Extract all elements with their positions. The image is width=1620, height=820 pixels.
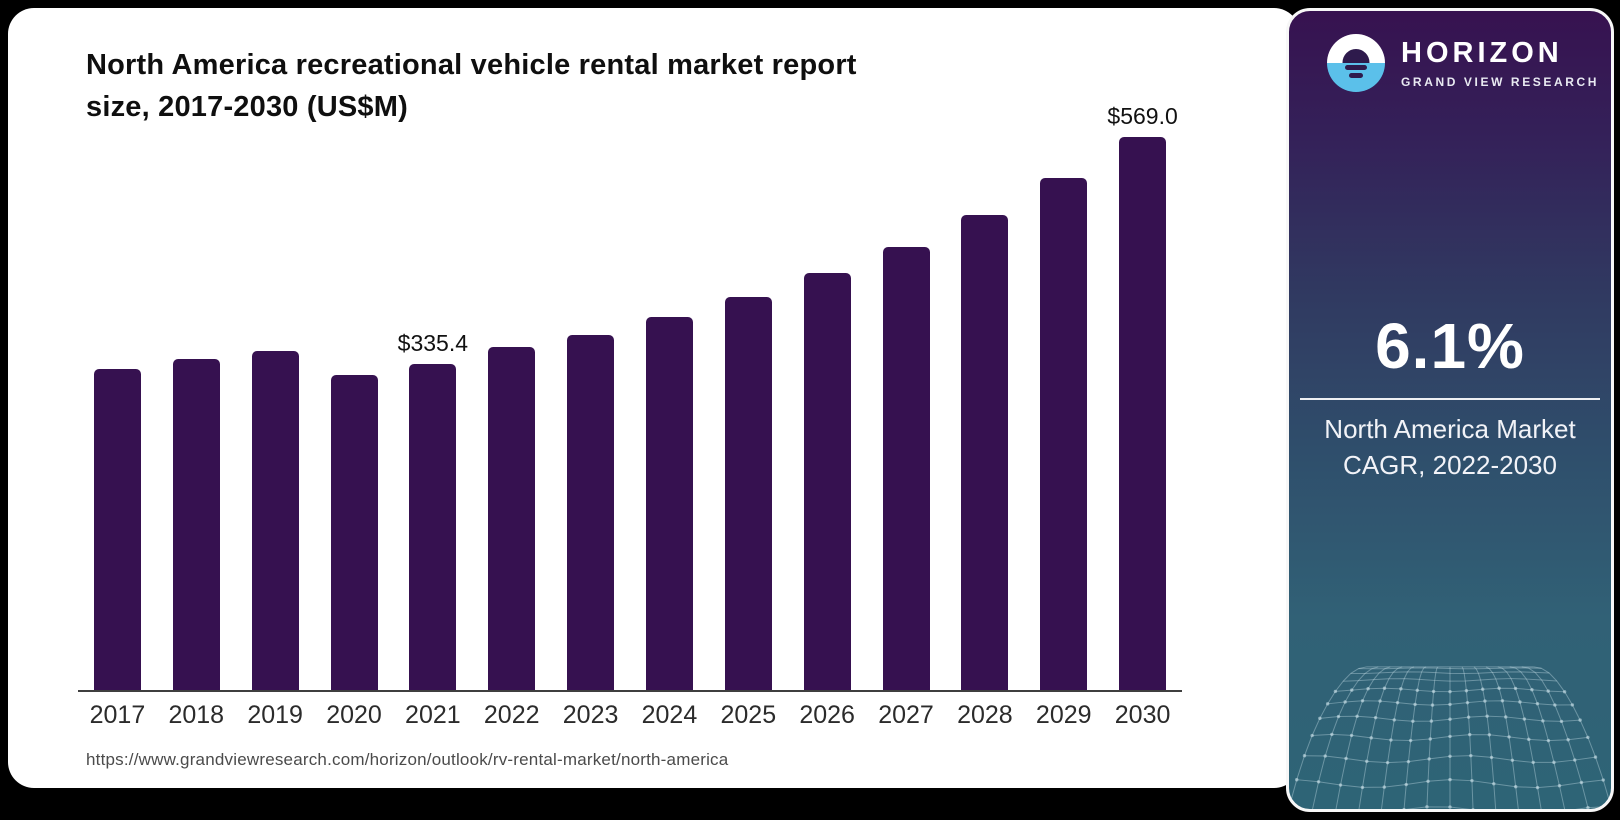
chart-title-line2: size, 2017-2030 (US$M): [86, 91, 408, 123]
x-tick-2029: 2029: [1035, 701, 1092, 729]
bar-2017: [93, 369, 141, 690]
cagr-label-line2: CAGR, 2022-2030: [1343, 450, 1557, 480]
bar-2028: [961, 215, 1009, 690]
x-tick-2027: 2027: [878, 701, 934, 729]
wireframe-terrain-pattern: [1289, 666, 1611, 809]
x-axis-labels: 2017 2018 2019 2020 2021 2022 2023 2024 2025 2026…: [78, 692, 1182, 730]
bar-2029: [1040, 178, 1088, 690]
bar-group-2017: [78, 138, 157, 690]
bar-group-2018: [157, 138, 236, 690]
horizon-sunset-icon: [1327, 34, 1385, 92]
x-tick-2028: 2028: [957, 701, 1013, 729]
x-tick-2021: 2021: [405, 701, 461, 729]
bar-group-2025: [709, 138, 788, 690]
bar-2025: [724, 297, 772, 690]
brand-subtitle: GRAND VIEW RESEARCH: [1401, 75, 1600, 89]
chart-title-line1: North America recreational vehicle renta…: [86, 49, 857, 81]
bar-group-2026: [788, 138, 867, 690]
brand-name: HORIZON: [1401, 37, 1563, 69]
bar-2023: [567, 335, 615, 690]
sun-dome-icon: [1342, 49, 1370, 63]
chart-card: North America recreational vehicle renta…: [8, 8, 1300, 788]
cagr-value: 6.1%: [1375, 310, 1525, 382]
stat-divider: [1300, 398, 1600, 400]
x-tick-2026: 2026: [799, 701, 855, 729]
brand-row: HORIZON GRAND VIEW RESEARCH: [1327, 34, 1599, 92]
bar-group-2021: $335.4: [393, 138, 472, 690]
bar-group-2024: [630, 138, 709, 690]
bar-group-2023: [551, 138, 630, 690]
bar-2019: [251, 351, 299, 690]
x-tick-2025: 2025: [720, 701, 777, 729]
x-tick-2024: 2024: [641, 701, 698, 729]
bar-2020: [330, 375, 378, 690]
x-tick-2022: 2022: [483, 701, 540, 729]
bar-group-2020: [315, 138, 394, 690]
brand-sidebar: HORIZON GRAND VIEW RESEARCH 6.1% North A…: [1286, 8, 1614, 812]
x-tick-2023: 2023: [562, 701, 619, 729]
bar-2024: [645, 317, 693, 690]
bar-group-2030: $569.0: [1103, 103, 1182, 690]
x-tick-2017: 2017: [89, 701, 146, 729]
bar-group-2028: [945, 138, 1024, 690]
x-tick-2018: 2018: [168, 701, 225, 729]
cagr-stat-block: 6.1% North America Market CAGR, 2022-203…: [1289, 307, 1611, 483]
x-tick-2030: 2030: [1114, 701, 1171, 729]
bar-chart: $335.4 $569.0 2017 2018 2019 2020 2021 2022 202…: [78, 103, 1182, 730]
source-url: https://www.grandviewresearch.com/horizo…: [86, 750, 729, 769]
bar-2021: [409, 364, 457, 690]
bar-2030: [1119, 137, 1167, 690]
bar-group-2027: [867, 138, 946, 690]
chart-title: North America recreational vehicle renta…: [86, 44, 1066, 128]
x-tick-2020: 2020: [326, 701, 382, 729]
cagr-label-line1: North America Market: [1324, 414, 1576, 444]
bar-2026: [803, 273, 851, 690]
bar-group-2019: [236, 138, 315, 690]
brand-text: HORIZON GRAND VIEW RESEARCH: [1401, 37, 1599, 89]
bar-2027: [882, 247, 930, 690]
bars-row: $335.4 $569.0: [78, 103, 1182, 692]
bar-2018: [172, 359, 220, 690]
bar-group-2022: [472, 138, 551, 690]
x-tick-2019: 2019: [247, 701, 303, 729]
bar-2022: [488, 347, 536, 690]
bar-group-2029: [1024, 138, 1103, 690]
sun-reflection-line-icon: [1345, 65, 1367, 70]
data-label-2030: $569.0: [1107, 103, 1178, 129]
data-label-2021: $335.4: [397, 330, 469, 356]
sun-reflection-line-icon: [1349, 73, 1363, 78]
